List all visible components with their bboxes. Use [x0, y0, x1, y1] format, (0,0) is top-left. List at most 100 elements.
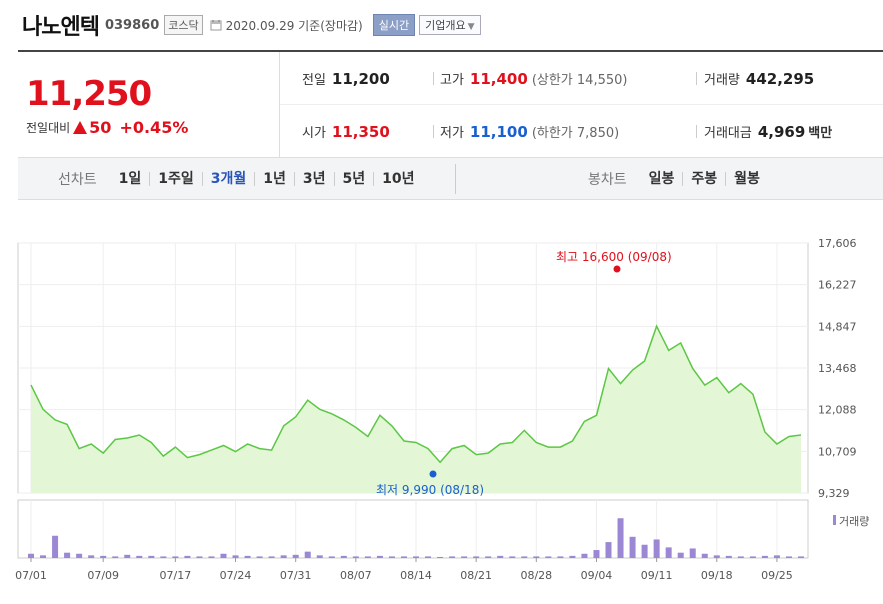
volume-bar: [172, 556, 179, 558]
volume-bar: [617, 518, 624, 558]
volume-bar: [388, 556, 395, 558]
price-chart[interactable]: 17,606 16,227 14,847 13,468 12,088 10,709 9,32…: [0, 200, 883, 604]
volume-bar: [268, 556, 275, 558]
volume-bar: [665, 547, 672, 558]
y-tick-label: 14,847: [818, 320, 857, 333]
volume-bar: [485, 556, 492, 558]
volume-label: 거래량: [704, 73, 740, 88]
volume-bar: [785, 556, 792, 558]
company-info-label: 기업개요: [425, 19, 466, 32]
base-date: 2020.09.29 기준(장마감): [225, 18, 363, 33]
y-tick-label: 10,709: [818, 445, 857, 458]
x-tick-label: 09/11: [641, 569, 673, 582]
x-tick-label: 09/25: [761, 569, 793, 582]
amount-value: 4,969: [757, 123, 806, 141]
volume-bar: [533, 556, 540, 558]
volume-bar: [64, 552, 71, 558]
volume-bar: [304, 551, 311, 558]
candle-weekly[interactable]: 주봉: [682, 172, 725, 186]
volume-bar: [112, 556, 119, 558]
prev-close-value: 11,200: [331, 70, 390, 88]
volume-bar: [641, 544, 648, 558]
lower-limit: (하한가 7,850): [531, 126, 620, 141]
volume-bar: [773, 555, 780, 558]
volume-bar: [713, 555, 720, 558]
volume-bar: [124, 554, 131, 558]
volume-bar: [629, 536, 636, 558]
volume-bar: [581, 553, 588, 558]
up-triangle-icon: [73, 121, 88, 134]
low-price: 저가 11,100 (하한가 7,850): [440, 122, 619, 141]
high-marker: [613, 265, 621, 273]
period-3m[interactable]: 3개월: [201, 172, 255, 186]
volume-bar: [76, 553, 83, 558]
realtime-button[interactable]: 실시간: [372, 14, 416, 36]
volume-bar: [653, 539, 660, 558]
period-5y[interactable]: 5년: [333, 172, 374, 186]
volume-bar: [316, 555, 323, 558]
period-1w[interactable]: 1주일: [149, 172, 202, 186]
volume-bar: [545, 556, 552, 558]
volume-bar: [244, 555, 251, 558]
current-price: 11,250: [26, 74, 152, 114]
company-info-dropdown[interactable]: 기업개요 ▼: [419, 15, 481, 35]
x-tick-label: 07/09: [87, 569, 119, 582]
volume-bar: [593, 550, 600, 558]
open-label: 시가: [302, 126, 326, 141]
period-1y[interactable]: 1년: [254, 172, 294, 186]
volume-bar: [557, 556, 564, 558]
price-area-fill: [31, 326, 801, 493]
x-tick-label: 08/21: [460, 569, 492, 582]
x-tick-label: 07/24: [220, 569, 252, 582]
volume-bar: [473, 556, 480, 558]
change-value: 50: [89, 118, 112, 137]
volume-bar: [725, 555, 732, 558]
volume-bar: [461, 556, 468, 558]
volume-bar: [184, 555, 191, 558]
trade-amount: 거래대금 4,969 백만: [704, 122, 832, 141]
volume-value: 442,295: [745, 70, 815, 88]
volume-bar: [364, 556, 371, 558]
stats-row: 전일 11,200 고가 11,400 (상한가 14,550) 거래량 442…: [280, 52, 883, 105]
volume-bar: [136, 555, 143, 558]
period-3y[interactable]: 3년: [293, 172, 334, 186]
x-tick-label: 08/07: [340, 569, 372, 582]
y-tick-label: 17,606: [818, 237, 857, 250]
divider: [455, 164, 456, 194]
chart-period-bar: 선차트 1일 1주일 3개월 1년 3년 5년 10년 봉차트 일봉 주봉 월봉: [18, 158, 883, 200]
y-tick-label: 13,468: [818, 362, 857, 375]
volume-bar: [148, 555, 155, 558]
volume-bar: [100, 555, 107, 558]
change-label: 전일대비: [26, 121, 71, 135]
high-label: 고가: [440, 73, 464, 88]
volume-area: [17, 499, 809, 559]
volume-bar: [328, 556, 335, 558]
volume-bar: [737, 556, 744, 558]
volume-bar: [376, 555, 383, 558]
period-1d[interactable]: 1일: [118, 171, 142, 187]
volume-bar: [160, 556, 167, 558]
high-price: 고가 11,400 (상한가 14,550): [440, 69, 627, 88]
candle-chart-periods: 봉차트 일봉 주봉 월봉: [588, 169, 768, 189]
price-stats: 전일 11,200 고가 11,400 (상한가 14,550) 거래량 442…: [280, 52, 883, 158]
low-value: 11,100: [469, 123, 528, 141]
volume-bar: [196, 556, 203, 558]
candle-monthly[interactable]: 월봉: [725, 172, 768, 186]
prev-close: 전일 11,200: [302, 69, 390, 88]
high-value: 11,400: [469, 70, 528, 88]
volume-legend-swatch: [833, 515, 836, 525]
current-price-panel: 11,250 전일대비 50 +0.45%: [18, 52, 280, 158]
volume-bar: [208, 556, 215, 558]
price-line: [30, 324, 802, 464]
low-label: 저가: [440, 126, 464, 141]
candle-chart-label: 봉차트: [588, 172, 627, 188]
volume-bar: [449, 556, 456, 558]
candle-daily[interactable]: 일봉: [648, 171, 675, 187]
x-tick-label: 09/18: [701, 569, 733, 582]
volume-bar: [292, 554, 299, 558]
open-value: 11,350: [331, 123, 390, 141]
period-10y[interactable]: 10년: [373, 172, 422, 186]
line-chart-label: 선차트: [58, 172, 97, 188]
y-tick-label: 9,329: [818, 487, 850, 500]
volume-bar: [569, 555, 576, 558]
